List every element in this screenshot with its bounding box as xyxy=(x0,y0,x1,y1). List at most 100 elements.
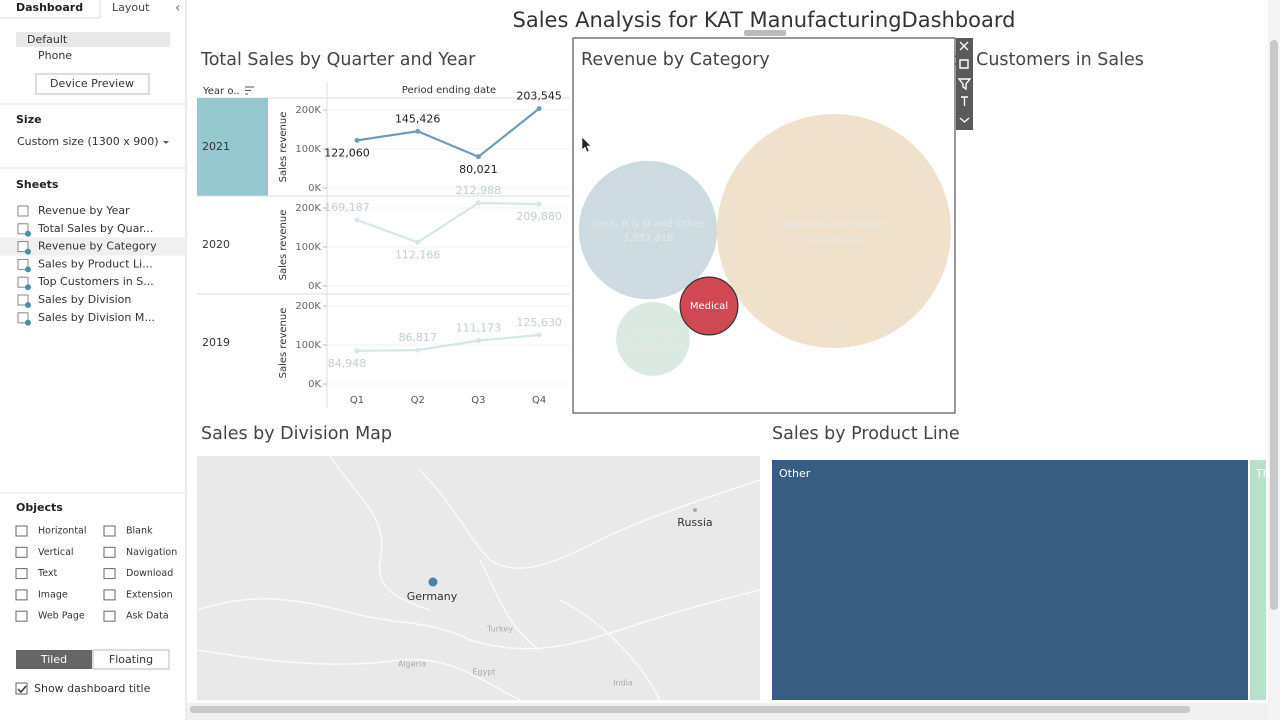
drag-handle[interactable] xyxy=(744,30,786,36)
sales-point[interactable] xyxy=(536,332,542,338)
x-tick-label: Q2 xyxy=(411,395,425,406)
mode-floating[interactable] xyxy=(92,649,170,670)
collapse-icon[interactable]: ‹ xyxy=(175,1,180,15)
sheet-item[interactable]: Sales by Division M... xyxy=(38,311,155,324)
sheet-item[interactable]: Sales by Division xyxy=(38,293,131,306)
dropdown-arrow xyxy=(163,141,169,144)
v-scroll-thumb[interactable] xyxy=(1270,40,1278,610)
sales-point[interactable] xyxy=(354,217,360,223)
sheet-used xyxy=(25,284,31,291)
map-marker[interactable] xyxy=(428,577,438,587)
sheet-item[interactable]: Sales by Product Li... xyxy=(38,257,153,270)
object-item[interactable]: Horizontal xyxy=(38,526,87,537)
sales-point[interactable] xyxy=(536,201,542,207)
sheet-icon xyxy=(17,241,29,253)
tab[interactable]: Dashboard xyxy=(16,1,83,14)
object-item[interactable]: Download xyxy=(126,568,173,579)
sheet-icon xyxy=(17,258,29,270)
object-item[interactable]: Navigation xyxy=(126,547,177,558)
sheet-item[interactable]: Total Sales by Quar... xyxy=(37,222,153,235)
dropdown[interactable]: Custom size (1300 x 900) xyxy=(17,135,159,148)
map-label: Russia xyxy=(677,516,712,529)
mode-label[interactable]: Tiled xyxy=(40,653,67,666)
category-bubble[interactable] xyxy=(717,114,951,348)
toolbar-icon[interactable] xyxy=(959,59,969,69)
button-label[interactable]: Device Preview xyxy=(50,77,134,90)
year-label[interactable]: 2021 xyxy=(202,140,230,153)
sales-point[interactable] xyxy=(475,338,481,344)
sheet-item[interactable]: Revenue by Category xyxy=(38,240,157,253)
object-item[interactable]: Blank xyxy=(126,526,153,537)
y-tick-label: 100K xyxy=(295,340,321,351)
toolbar-icon[interactable] xyxy=(957,78,972,91)
bubble-label: Govt, R & D and Other xyxy=(592,219,705,230)
sales-point[interactable] xyxy=(415,128,421,134)
device-option[interactable]: Default xyxy=(27,33,68,46)
sheet-item[interactable]: Top Customers in S... xyxy=(37,275,154,288)
map-label: Algeria xyxy=(398,660,426,669)
map-border xyxy=(559,599,661,701)
treemap-cell[interactable] xyxy=(772,460,1248,700)
sheet-used xyxy=(25,302,31,308)
object-icon xyxy=(103,610,116,622)
sales-line xyxy=(356,107,540,159)
map-label: Germany xyxy=(407,590,458,603)
sheet-icon xyxy=(17,312,29,324)
object-item[interactable]: Text xyxy=(37,568,57,579)
object-item[interactable]: Ask Data xyxy=(126,611,169,622)
object-item[interactable]: Web Page xyxy=(38,611,85,622)
map-background[interactable] xyxy=(197,456,760,700)
category-bubble[interactable] xyxy=(679,276,739,336)
toolbar-icon[interactable] xyxy=(959,117,970,123)
treemap-cell[interactable] xyxy=(1250,460,1266,700)
map-marker[interactable] xyxy=(693,508,697,512)
x-tick-label: Q1 xyxy=(350,395,364,406)
object-icon xyxy=(15,610,28,622)
object-item[interactable]: Image xyxy=(38,589,68,600)
category-bubble[interactable] xyxy=(578,160,718,300)
object-item[interactable]: Vertical xyxy=(38,547,74,558)
sheet-title: Sales by Product Line xyxy=(772,424,960,444)
year-cell-selected[interactable] xyxy=(197,98,268,196)
row-header: Year o.. xyxy=(202,86,240,97)
year-label[interactable]: 2020 xyxy=(202,238,230,251)
sales-point[interactable] xyxy=(415,347,421,353)
checkmark xyxy=(17,685,27,694)
sales-point[interactable] xyxy=(536,106,542,112)
sheet-selected xyxy=(0,237,186,256)
sales-point[interactable] xyxy=(475,154,481,160)
sales-point[interactable] xyxy=(415,239,421,245)
mode-tiled[interactable] xyxy=(16,650,92,669)
category-bubble[interactable] xyxy=(616,302,690,376)
object-icon xyxy=(15,568,28,580)
toolbar-icon[interactable] xyxy=(961,96,968,106)
value-label: 145,426 xyxy=(395,112,441,125)
year-label[interactable]: 2019 xyxy=(202,336,230,349)
sheet-used xyxy=(25,230,31,237)
checkbox[interactable] xyxy=(15,682,28,695)
y-tick-label: 100K xyxy=(295,144,321,155)
toolbar-icon[interactable] xyxy=(959,41,969,51)
sales-point[interactable] xyxy=(354,348,360,354)
object-icon xyxy=(15,589,28,601)
sheet-title: Revenue by Category xyxy=(581,50,770,70)
axis-label: Sales revenue xyxy=(278,112,289,183)
button[interactable] xyxy=(35,73,150,95)
object-item[interactable]: Extension xyxy=(126,589,173,600)
sheet-icon xyxy=(17,294,29,306)
y-tick-label: 0K xyxy=(308,183,321,194)
sales-point[interactable] xyxy=(354,137,360,143)
treemap-label: Other xyxy=(779,467,811,480)
tab[interactable]: Layout xyxy=(112,1,150,14)
sales-point[interactable] xyxy=(475,200,481,206)
h-scroll-thumb[interactable] xyxy=(190,706,1190,713)
mode-label[interactable]: Floating xyxy=(109,653,153,666)
y-tick-label: 100K xyxy=(295,242,321,253)
object-icon xyxy=(103,589,116,601)
y-tick-label: 200K xyxy=(295,203,321,214)
device-option[interactable]: Phone xyxy=(38,49,72,62)
sheet-item[interactable]: Revenue by Year xyxy=(38,204,130,217)
checkbox-label[interactable]: Show dashboard title xyxy=(34,682,151,695)
y-tick-label: 200K xyxy=(295,301,321,312)
map-border xyxy=(419,469,761,569)
